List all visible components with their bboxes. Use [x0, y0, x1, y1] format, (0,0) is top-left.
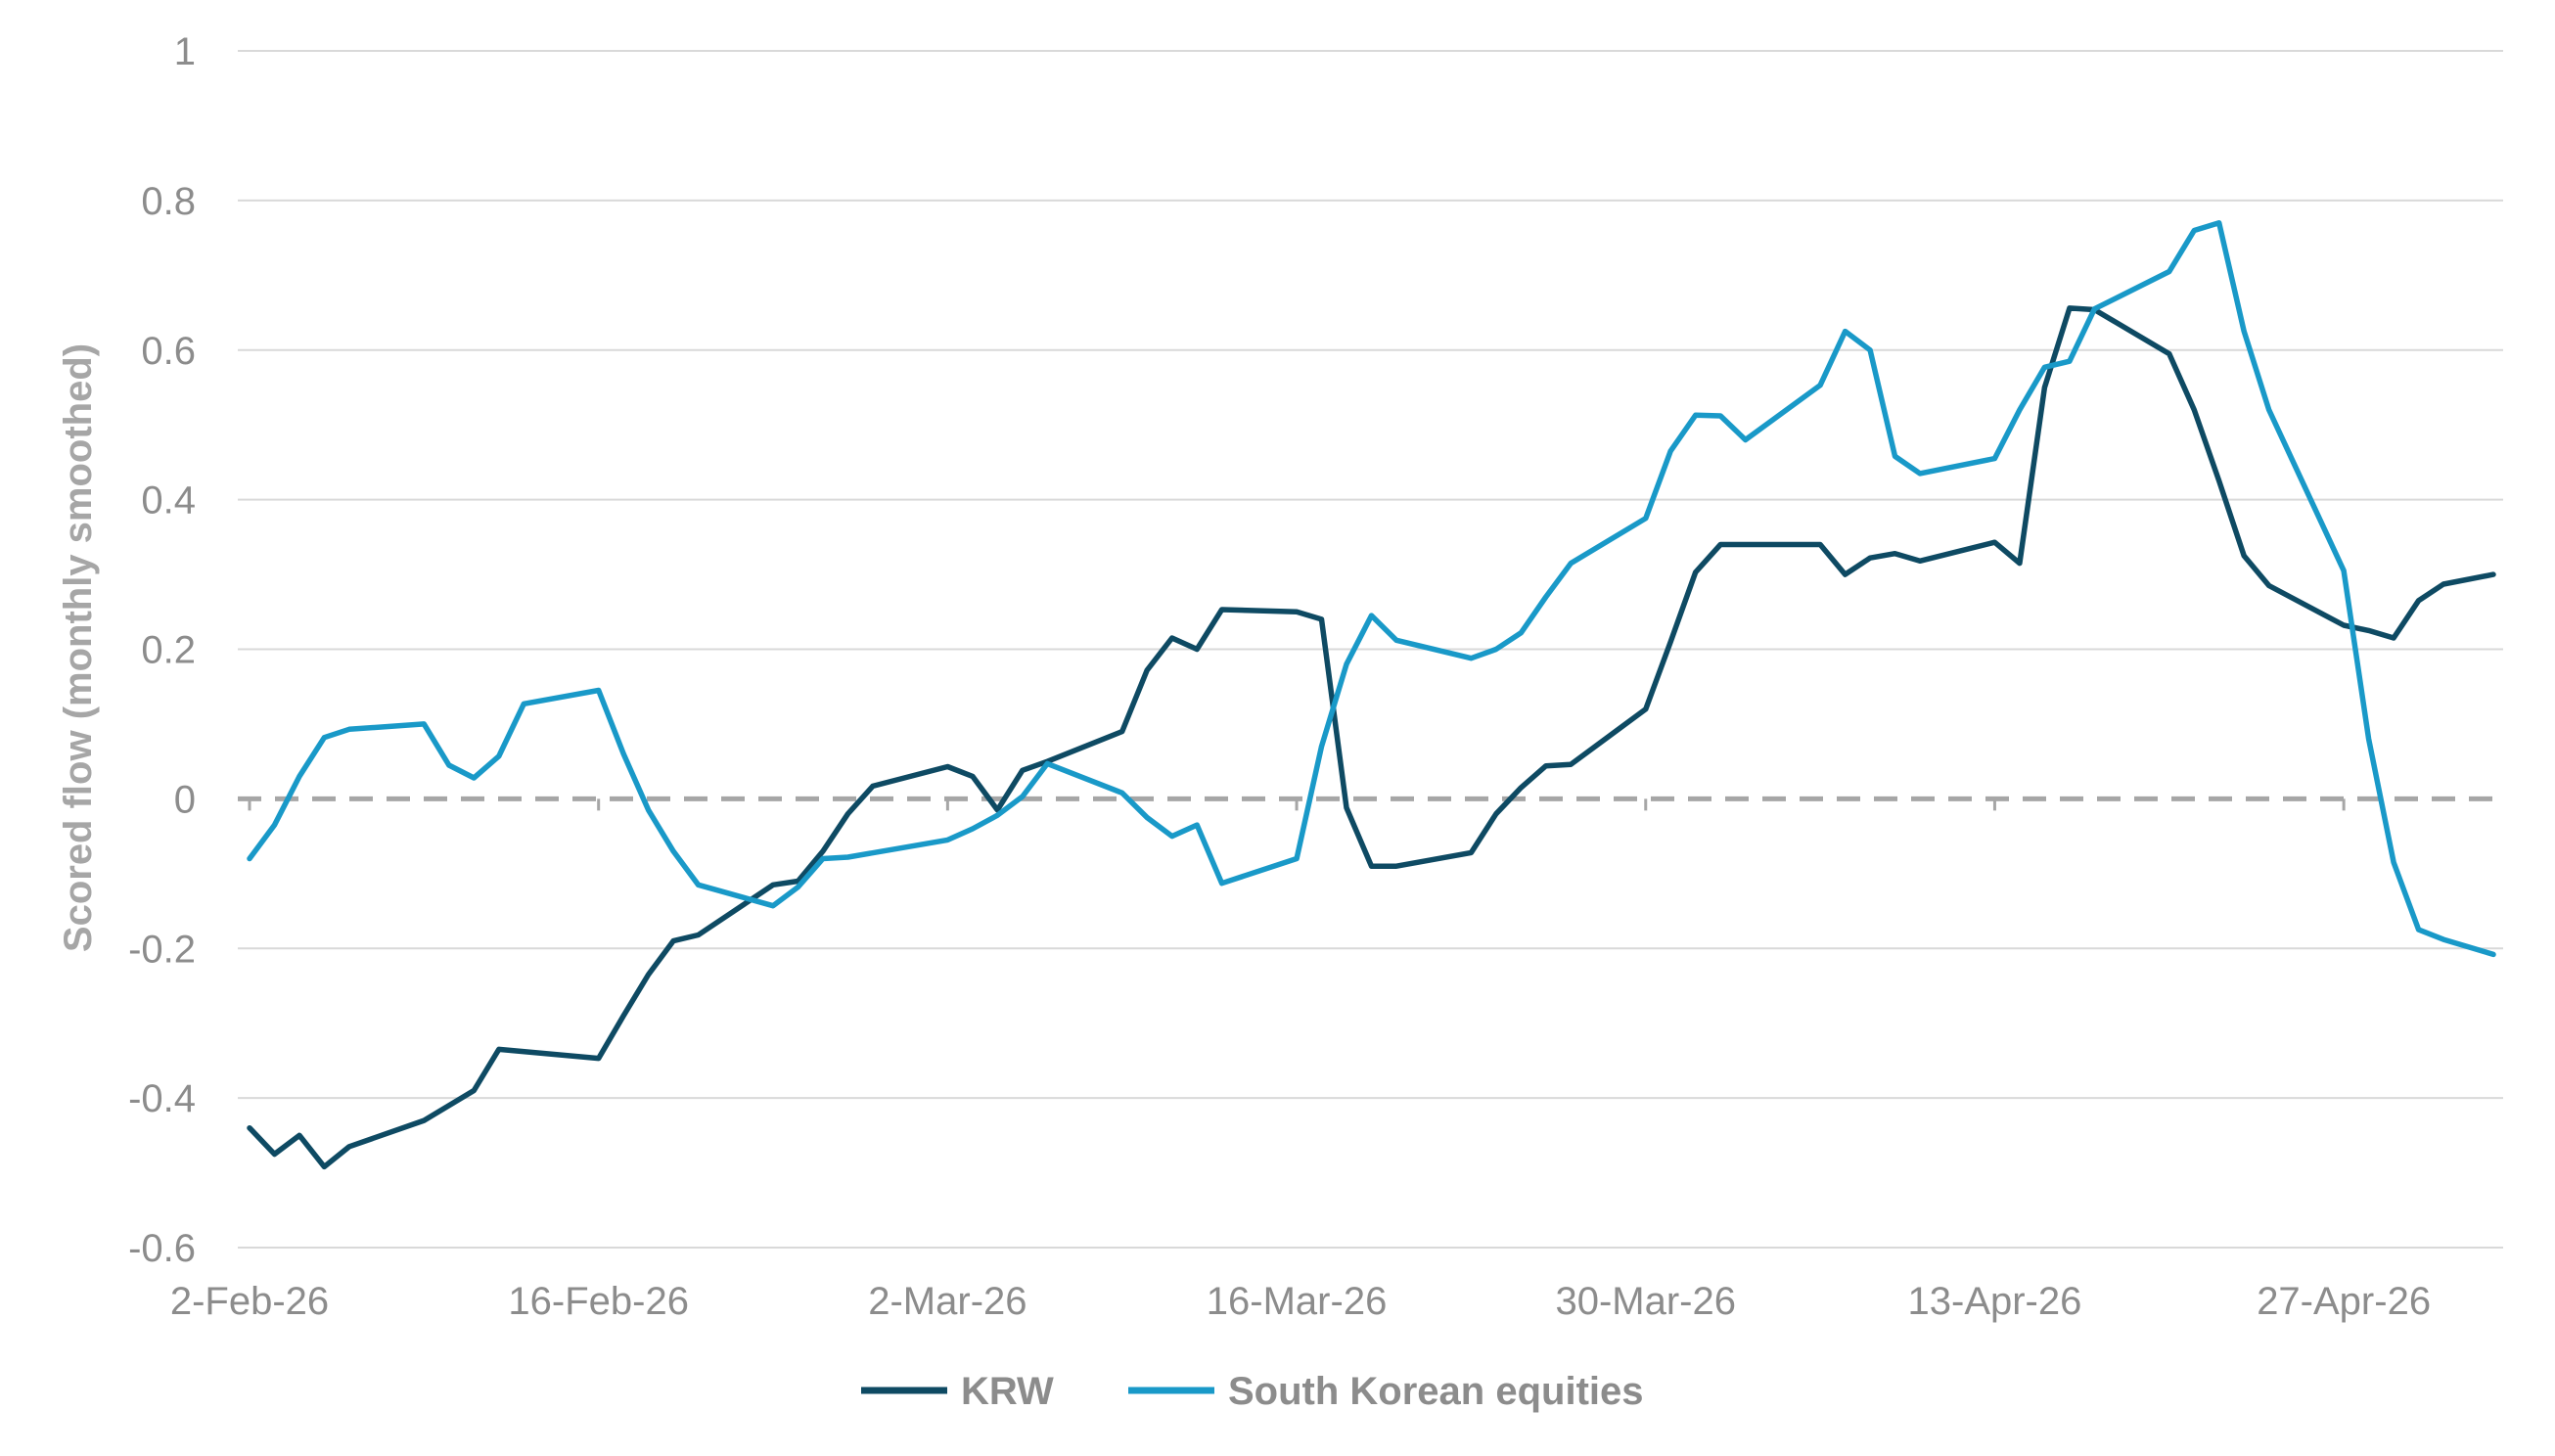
- y-axis-title: Scored flow (monthly smoothed): [57, 343, 100, 952]
- y-tick-label: -0.2: [128, 928, 196, 971]
- y-tick-label: 1: [174, 30, 196, 73]
- y-tick-label: -0.4: [128, 1077, 196, 1120]
- x-tick-label: 2-Mar-26: [868, 1280, 1027, 1323]
- legend: KRW South Korean equities: [861, 1370, 1644, 1413]
- x-axis-ticks: 2-Feb-26 16-Feb-26 2-Mar-26 16-Mar-26 30-Mar…: [170, 1280, 2431, 1323]
- x-tick-label: 13-Apr-26: [1908, 1280, 2082, 1323]
- y-tick-label: 0.6: [141, 330, 196, 373]
- y-tick-label: 0.8: [141, 180, 196, 223]
- y-tick-label: 0.2: [141, 629, 196, 672]
- y-tick-label: -0.6: [128, 1227, 196, 1270]
- legend-label: KRW: [961, 1370, 1054, 1413]
- zero-line: [238, 796, 2503, 811]
- x-tick-label: 2-Feb-26: [170, 1280, 329, 1323]
- x-tick-label: 30-Mar-26: [1555, 1280, 1736, 1323]
- x-tick-label: 16-Feb-26: [508, 1280, 689, 1323]
- series-line-south-korean-equities: [247, 220, 2496, 958]
- y-tick-label: 0: [174, 778, 196, 821]
- y-axis-ticks: 1 0.8 0.6 0.4 0.2 0 -0.2 -0.4 -0.6: [128, 30, 196, 1270]
- legend-label: South Korean equities: [1228, 1370, 1644, 1413]
- series-line-krw: [247, 305, 2496, 1170]
- x-tick-label: 27-Apr-26: [2257, 1280, 2431, 1323]
- y-tick-label: 0.4: [141, 479, 196, 523]
- x-tick-label: 16-Mar-26: [1207, 1280, 1388, 1323]
- series-lines: [247, 220, 2496, 1170]
- gridlines: [238, 50, 2503, 1249]
